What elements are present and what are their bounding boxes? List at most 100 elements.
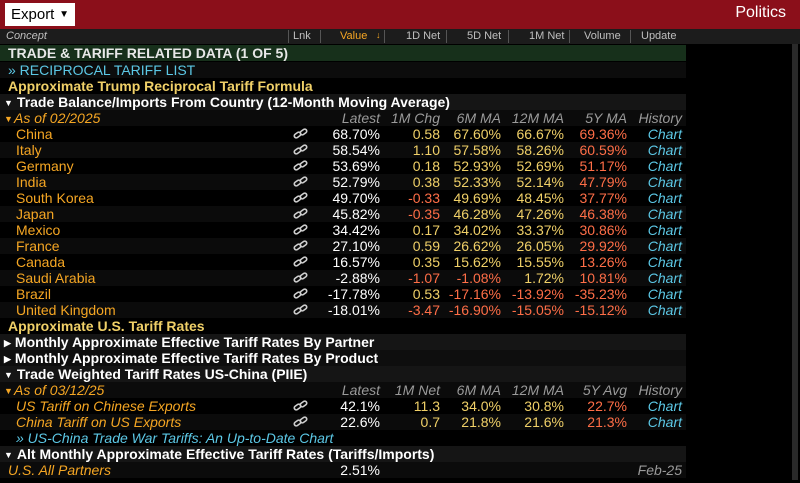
caret-down-icon[interactable]: ▼	[4, 114, 13, 124]
chart-link[interactable]: Chart	[647, 398, 682, 414]
chart-link[interactable]: Chart	[647, 302, 682, 318]
chart-link[interactable]: Chart	[647, 174, 682, 190]
link-icon[interactable]	[293, 208, 309, 220]
row-12m-ma: 48.45%	[516, 190, 564, 206]
link-icon[interactable]	[293, 192, 309, 204]
scrollbar[interactable]	[792, 44, 798, 480]
col-lnk[interactable]: Lnk	[293, 30, 311, 42]
chart-link[interactable]: Chart	[647, 414, 682, 430]
col-value[interactable]: Value	[340, 30, 368, 42]
chart-link[interactable]: Chart	[647, 286, 682, 302]
row-latest: 58.54%	[332, 142, 380, 158]
table-row[interactable]: China Tariff on US Exports 22.6% 0.7 21.8% 2…	[0, 414, 686, 430]
link-icon[interactable]	[293, 240, 309, 252]
link-icon[interactable]	[293, 128, 309, 140]
chart-link[interactable]: Chart	[647, 142, 682, 158]
caret-down-icon[interactable]: ▼	[4, 98, 13, 108]
link-icon[interactable]	[293, 160, 309, 172]
table-row[interactable]: Italy 58.54% 1.10 57.58% 58.26% 60.59% Chart	[0, 142, 686, 158]
chevron-down-icon: ▼	[59, 9, 69, 20]
row-12m-ma: 21.6%	[524, 414, 564, 430]
alt-section[interactable]: ▼ Alt Monthly Approximate Effective Tarif…	[0, 446, 686, 462]
alt-row-name: U.S. All Partners	[8, 462, 111, 478]
by-partner-section[interactable]: ▶ Monthly Approximate Effective Tariff Ra…	[0, 334, 686, 350]
row-5y: 60.59%	[579, 142, 627, 158]
link-icon[interactable]	[293, 224, 309, 236]
trade-war-link-row[interactable]: » US-China Trade War Tariffs: An Up-to-D…	[0, 430, 686, 446]
balance-section[interactable]: ▼ Trade Balance/Imports From Country (12-…	[0, 94, 686, 110]
link-icon[interactable]	[293, 176, 309, 188]
row-12m-ma: -13.92%	[511, 286, 564, 302]
row-1m-chg: 0.17	[412, 222, 440, 238]
by-product-section[interactable]: ▶ Monthly Approximate Effective Tariff Ra…	[0, 350, 686, 366]
table-row[interactable]: South Korea 49.70% -0.33 49.69% 48.45% 37.77%…	[0, 190, 686, 206]
link-icon[interactable]	[293, 272, 309, 284]
politics-label[interactable]: Politics	[735, 4, 786, 21]
chart-link[interactable]: Chart	[647, 270, 682, 286]
sort-down-icon: ↓	[376, 30, 381, 40]
row-name: India	[16, 174, 47, 190]
row-6m-ma: 52.93%	[453, 158, 501, 174]
caret-down-icon[interactable]: ▼	[4, 386, 13, 396]
row-5y: 29.92%	[579, 238, 627, 254]
link-icon[interactable]	[293, 400, 309, 412]
row-12m-ma: 33.37%	[516, 222, 564, 238]
link-icon[interactable]	[293, 256, 309, 268]
col-1m-net[interactable]: 1M Net	[529, 30, 565, 42]
table-row[interactable]: US Tariff on Chinese Exports 42.1% 11.3 34.…	[0, 398, 686, 414]
export-button[interactable]: Export ▼	[5, 3, 75, 26]
caret-right-icon[interactable]: ▶	[4, 354, 11, 364]
by-partner-title: Monthly Approximate Effective Tariff Rat…	[14, 334, 375, 350]
table-row[interactable]: Brazil -17.78% 0.53 -17.16% -13.92% -35.23% Ch…	[0, 286, 686, 302]
table-row[interactable]: Mexico 34.42% 0.17 34.02% 33.37% 30.86% Chart	[0, 222, 686, 238]
row-latest: -17.78%	[327, 286, 380, 302]
caret-down-icon[interactable]: ▼	[4, 370, 13, 380]
row-1m-chg: 0.58	[412, 126, 440, 142]
reciprocal-tariff-link[interactable]: » RECIPROCAL TARIFF LIST	[8, 62, 196, 78]
row-5y: 22.7%	[587, 398, 627, 414]
reciprocal-link-row[interactable]: » RECIPROCAL TARIFF LIST	[0, 62, 686, 78]
row-name: South Korea	[16, 190, 94, 206]
row-12m-ma: 30.8%	[524, 398, 564, 414]
row-5y: 69.36%	[579, 126, 627, 142]
row-6m-ma: 49.69%	[453, 190, 501, 206]
alt-row[interactable]: U.S. All Partners 2.51% Feb-25	[0, 462, 686, 478]
row-latest: 45.82%	[332, 206, 380, 222]
table-row[interactable]: Saudi Arabia -2.88% -1.07 -1.08% 1.72% 10.81%…	[0, 270, 686, 286]
table-row[interactable]: Canada 16.57% 0.35 15.62% 15.55% 13.26% Chart	[0, 254, 686, 270]
link-icon[interactable]	[293, 144, 309, 156]
table-row[interactable]: China 68.70% 0.58 67.60% 66.67% 69.36% Chart	[0, 126, 686, 142]
caret-right-icon[interactable]: ▶	[4, 338, 11, 348]
table-row[interactable]: Germany 53.69% 0.18 52.93% 52.69% 51.17% Chart	[0, 158, 686, 174]
col-concept[interactable]: Concept	[6, 30, 47, 42]
link-icon[interactable]	[293, 416, 309, 428]
row-name: US Tariff on Chinese Exports	[16, 398, 197, 414]
table-row[interactable]: Japan 45.82% -0.35 46.28% 47.26% 46.38% Chart	[0, 206, 686, 222]
col-5d-net[interactable]: 5D Net	[467, 30, 502, 42]
weighted-section[interactable]: ▼ Trade Weighted Tariff Rates US-China (P…	[0, 366, 686, 382]
col-volume[interactable]: Volume	[584, 30, 621, 42]
chart-link[interactable]: Chart	[647, 158, 682, 174]
row-6m-ma: 57.58%	[453, 142, 501, 158]
chart-link[interactable]: Chart	[647, 190, 682, 206]
chart-link[interactable]: Chart	[647, 126, 682, 142]
row-6m-ma: 15.62%	[453, 254, 501, 270]
trade-war-link[interactable]: » US-China Trade War Tariffs: An Up-to-D…	[16, 430, 334, 446]
col-1d-net[interactable]: 1D Net	[406, 30, 441, 42]
column-header: Concept Lnk Value ↓ 1D Net 5D Net 1M Net…	[0, 29, 800, 44]
chart-link[interactable]: Chart	[647, 222, 682, 238]
chart-link[interactable]: Chart	[647, 238, 682, 254]
right-gutter	[686, 44, 800, 483]
whdr-latest: Latest	[341, 382, 380, 398]
link-icon[interactable]	[293, 304, 309, 316]
table-row[interactable]: France 27.10% 0.59 26.62% 26.05% 29.92% Chart	[0, 238, 686, 254]
row-6m-ma: 46.28%	[453, 206, 501, 222]
chart-link[interactable]: Chart	[647, 206, 682, 222]
col-update[interactable]: Update	[641, 30, 677, 42]
chart-link[interactable]: Chart	[647, 254, 682, 270]
table-row[interactable]: United Kingdom -18.01% -3.47 -16.90% -15.05%…	[0, 302, 686, 318]
caret-down-icon[interactable]: ▼	[4, 450, 13, 460]
link-icon[interactable]	[293, 288, 309, 300]
row-latest: 16.57%	[332, 254, 380, 270]
table-row[interactable]: India 52.79% 0.38 52.33% 52.14% 47.79% Chart	[0, 174, 686, 190]
